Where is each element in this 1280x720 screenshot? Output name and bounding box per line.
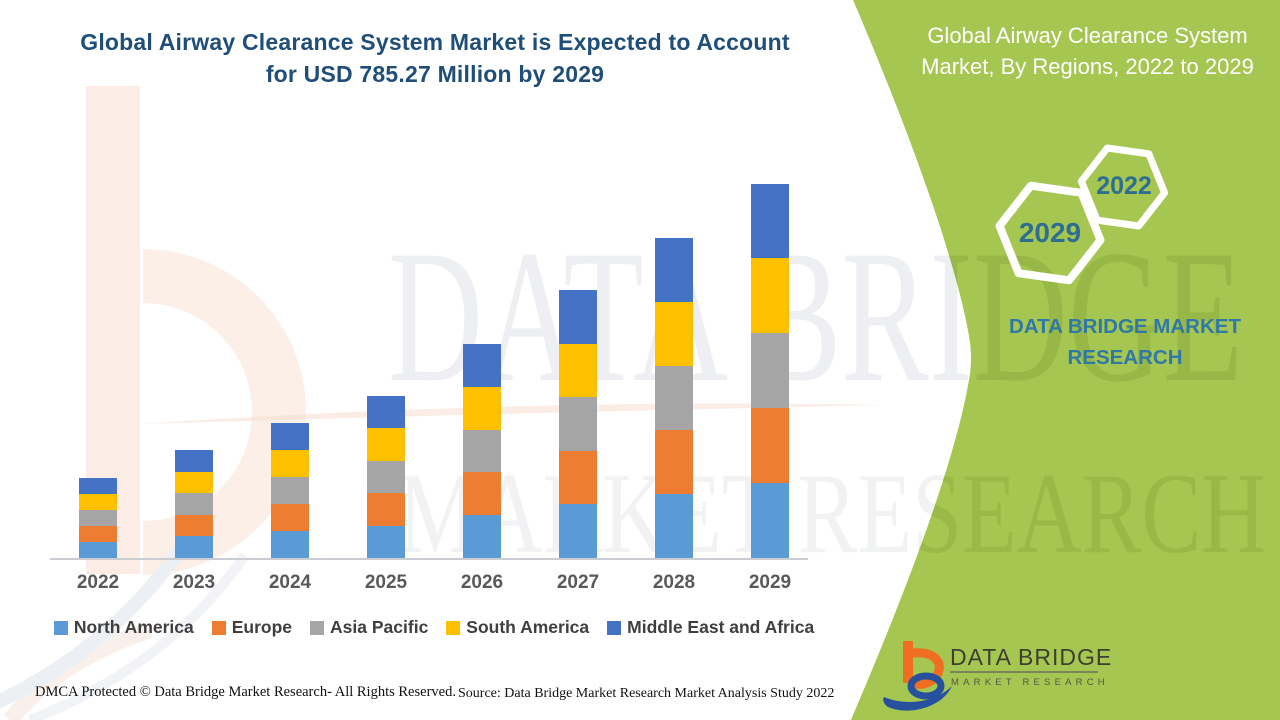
segment-asia-pacific-2029 — [751, 333, 789, 409]
segment-south-america-2027 — [559, 343, 597, 398]
segment-north-america-2024 — [271, 531, 309, 558]
segment-south-america-2024 — [271, 450, 309, 477]
segment-south-america-2029 — [751, 258, 789, 334]
page-title-line2: for USD 785.27 Million by 2029 — [265, 61, 605, 87]
legend-item-north-america: North America — [53, 617, 194, 638]
segment-south-america-2028 — [655, 302, 693, 366]
legend-label-europe: Europe — [231, 617, 293, 637]
segment-europe-2025 — [367, 493, 405, 526]
hexagon-2022 — [1077, 144, 1169, 230]
segment-middle-east-and-africa-2028 — [655, 238, 693, 302]
segment-north-america-2022 — [79, 542, 117, 558]
hexagon-2029 — [995, 181, 1105, 285]
legend-label-north-america: North America — [73, 617, 194, 637]
segment-middle-east-and-africa-2022 — [79, 478, 117, 494]
x-axis-line — [50, 558, 808, 560]
data-bridge-logo-emblem — [883, 641, 1098, 711]
side-panel-background — [851, 0, 1280, 720]
segment-europe-2023 — [175, 514, 213, 537]
x-axis-label-2024: 2024 — [268, 572, 312, 593]
segment-asia-pacific-2028 — [655, 366, 693, 430]
segment-asia-pacific-2026 — [463, 429, 501, 473]
logo-title: DATA BRIDGE — [950, 644, 1113, 670]
legend-swatch-middle-east-and-africa — [607, 621, 622, 635]
segment-north-america-2025 — [367, 525, 405, 558]
segment-middle-east-and-africa-2023 — [175, 450, 213, 472]
segment-europe-2029 — [751, 408, 789, 484]
segment-south-america-2026 — [463, 386, 501, 430]
segment-asia-pacific-2025 — [367, 460, 405, 494]
dmca-notice: DMCA Protected © Data Bridge Market Rese… — [35, 684, 456, 700]
segment-middle-east-and-africa-2027 — [559, 290, 597, 344]
segment-europe-2024 — [271, 504, 309, 531]
segment-north-america-2027 — [559, 504, 597, 558]
bar-2027 — [559, 290, 597, 558]
x-axis-label-2027: 2027 — [556, 572, 600, 593]
x-axis-label-2023: 2023 — [172, 572, 216, 593]
bar-2023 — [175, 450, 213, 558]
segment-north-america-2028 — [655, 494, 693, 558]
bar-2025 — [367, 396, 405, 558]
legend-label-asia-pacific: Asia Pacific — [330, 617, 429, 637]
legend-item-middle-east-and-africa: Middle East and Africa — [607, 617, 814, 638]
segment-middle-east-and-africa-2029 — [751, 183, 789, 259]
legend-swatch-europe — [211, 621, 226, 635]
brand-name-text: DATA BRIDGE MARKET RESEARCH — [1009, 315, 1241, 369]
x-axis-label-2028: 2028 — [652, 572, 696, 593]
x-axis-label-2029: 2029 — [748, 572, 792, 593]
bar-2028 — [655, 238, 693, 558]
side-panel-title-line1: Global Airway Clearance System — [927, 23, 1248, 48]
bar-2029 — [751, 183, 789, 558]
logo-subtitle: MARKET RESEARCH — [951, 677, 1109, 688]
legend-item-asia-pacific: Asia Pacific — [310, 617, 428, 638]
segment-asia-pacific-2024 — [271, 477, 309, 504]
chart-legend: North America Europe Asia Pacific South Ame… — [50, 617, 818, 638]
segment-south-america-2025 — [367, 428, 405, 461]
segment-middle-east-and-africa-2024 — [271, 423, 309, 450]
segment-asia-pacific-2022 — [79, 510, 117, 526]
legend-label-middle-east-and-africa: Middle East and Africa — [627, 617, 815, 637]
legend-swatch-asia-pacific — [310, 621, 325, 635]
legend-item-europe: Europe — [211, 617, 293, 638]
segment-asia-pacific-2027 — [559, 397, 597, 451]
segment-asia-pacific-2023 — [175, 493, 213, 515]
hexagon-year-2029: 2029 — [1018, 217, 1082, 248]
page-title-line1: Global Airway Clearance System Market is… — [80, 29, 790, 55]
x-axis-label-2026: 2026 — [460, 572, 504, 593]
segment-north-america-2023 — [175, 536, 213, 558]
segment-europe-2028 — [655, 430, 693, 494]
segment-europe-2026 — [463, 472, 501, 516]
bar-2026 — [463, 344, 501, 558]
segment-south-america-2022 — [79, 494, 117, 510]
bar-2024 — [271, 423, 309, 558]
legend-label-south-america: South America — [466, 617, 590, 637]
bar-2022 — [79, 478, 117, 558]
hexagon-decorations — [995, 144, 1169, 285]
hexagon-year-2022: 2022 — [1096, 172, 1152, 200]
side-panel-title: Global Airway Clearance System Market, B… — [895, 20, 1280, 82]
segment-north-america-2029 — [751, 483, 789, 558]
legend-item-south-america: South America — [446, 617, 589, 638]
x-axis-label-2025: 2025 — [364, 572, 408, 593]
x-axis-label-2022: 2022 — [76, 572, 120, 593]
segment-middle-east-and-africa-2026 — [463, 344, 501, 387]
segment-south-america-2023 — [175, 471, 213, 494]
legend-swatch-north-america — [53, 621, 68, 635]
page-title: Global Airway Clearance System Market is… — [55, 26, 815, 90]
segment-europe-2027 — [559, 450, 597, 505]
legend-swatch-south-america — [446, 621, 461, 635]
segment-middle-east-and-africa-2025 — [367, 396, 405, 429]
segment-europe-2022 — [79, 526, 117, 542]
side-panel-title-line2: Market, By Regions, 2022 to 2029 — [921, 54, 1254, 79]
source-note: Source: Data Bridge Market Research Mark… — [458, 686, 835, 701]
segment-north-america-2026 — [463, 515, 501, 558]
